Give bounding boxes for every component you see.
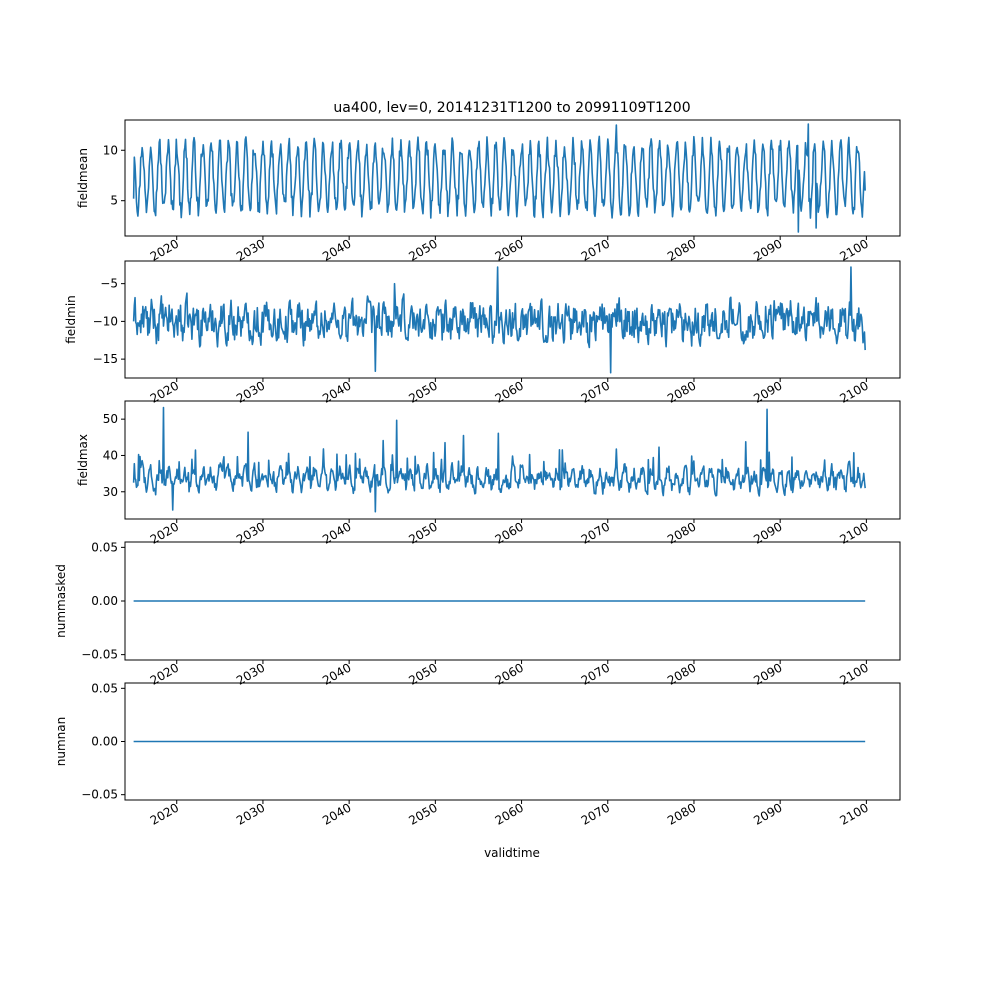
- x-tick-label-numnan: 2090: [751, 800, 784, 827]
- subplot-fieldmean: 5 10 2020 2030 2040 2050 2060 2070 2080 2090 2100 f…: [76, 119, 901, 264]
- y-tick-label-fieldmax: 50: [103, 412, 118, 426]
- x-tick-label-fieldmax: 2070: [579, 519, 612, 546]
- x-tick-label-nummasked: 2050: [406, 660, 439, 687]
- x-tick-label-fieldmax: 2040: [320, 519, 353, 546]
- x-tick-label-numnan: 2040: [320, 800, 353, 827]
- y-tick-label-nummasked: −0.05: [81, 648, 118, 662]
- y-axis-label-numnan: numnan: [54, 717, 68, 766]
- x-tick-label-fieldmax: 2060: [493, 519, 526, 546]
- x-tick-label-numnan: 2080: [665, 800, 698, 827]
- subplot-fieldmin: −15 −10 −5 2020 2030 2040 2050 2060 2070 2080 2090…: [64, 260, 901, 406]
- x-tick-label-nummasked: 2070: [579, 660, 612, 687]
- x-tick-label-fieldmin: 2060: [493, 378, 526, 405]
- x-tick-label-fieldmin: 2100: [837, 378, 870, 405]
- y-tick-label-fieldmin: −5: [100, 277, 118, 291]
- x-tick-label-numnan: 2070: [579, 800, 612, 827]
- x-tick-label-fieldmin: 2020: [148, 378, 181, 405]
- y-axis-label-nummasked: nummasked: [54, 564, 68, 638]
- x-tick-label-nummasked: 2040: [320, 660, 353, 687]
- x-tick-label-nummasked: 2100: [837, 660, 870, 687]
- x-tick-label-nummasked: 2030: [234, 660, 267, 687]
- x-tick-label-fieldmax: 2030: [234, 519, 267, 546]
- x-tick-label-fieldmin: 2030: [234, 378, 267, 405]
- x-tick-label-nummasked: 2020: [148, 660, 181, 687]
- y-tick-label-numnan: 0.00: [91, 735, 118, 749]
- x-tick-label-fieldmean: 2100: [837, 236, 870, 263]
- subplot-fieldmax: 30 40 50 2020 2030 2040 2050 2060 2070 2080 2090 21…: [76, 400, 901, 547]
- x-tick-label-fieldmin: 2090: [751, 378, 784, 405]
- axes-frame-fieldmean: [124, 119, 901, 237]
- x-tick-label-fieldmin: 2080: [665, 378, 698, 405]
- x-tick-label-fieldmax: 2100: [837, 519, 870, 546]
- x-tick-label-fieldmax: 2020: [148, 519, 181, 546]
- x-tick-label-fieldmean: 2090: [751, 236, 784, 263]
- x-tick-label-fieldmean: 2020: [148, 236, 181, 263]
- y-tick-label-fieldmax: 40: [103, 448, 118, 462]
- y-tick-label-fieldmax: 30: [103, 485, 118, 499]
- y-tick-label-numnan: −0.05: [81, 788, 118, 802]
- axes-frame-fieldmin: [124, 260, 901, 379]
- x-tick-label-fieldmean: 2030: [234, 236, 267, 263]
- x-axis-label: validtime: [484, 846, 540, 860]
- x-tick-label-numnan: 2060: [493, 800, 526, 827]
- subplot-nummasked: −0.05 0.00 0.05 2020 2030 2040 2050 2060 2070 208…: [54, 540, 901, 688]
- x-tick-label-nummasked: 2080: [665, 660, 698, 687]
- x-tick-label-fieldmean: 2070: [579, 236, 612, 263]
- x-tick-label-fieldmean: 2040: [320, 236, 353, 263]
- axes-frame-fieldmax: [124, 400, 901, 520]
- x-tick-label-fieldmax: 2050: [406, 519, 439, 546]
- x-tick-label-nummasked: 2060: [493, 660, 526, 687]
- x-tick-label-fieldmin: 2070: [579, 378, 612, 405]
- x-tick-label-numnan: 2100: [837, 800, 870, 827]
- x-tick-label-numnan: 2030: [234, 800, 267, 827]
- x-tick-label-fieldmean: 2080: [665, 236, 698, 263]
- y-tick-label-nummasked: 0.00: [91, 594, 118, 608]
- x-tick-label-fieldmean: 2060: [493, 236, 526, 263]
- x-tick-label-fieldmin: 2040: [320, 378, 353, 405]
- y-tick-label-fieldmean: 10: [103, 143, 118, 157]
- series-line-fieldmin: [132, 266, 866, 374]
- figure-title: ua400, lev=0, 20141231T1200 to 20991109T…: [333, 100, 690, 116]
- x-tick-label-fieldmin: 2050: [406, 378, 439, 405]
- x-tick-label-fieldmean: 2050: [406, 236, 439, 263]
- x-tick-label-fieldmax: 2090: [751, 519, 784, 546]
- x-tick-label-nummasked: 2090: [751, 660, 784, 687]
- y-tick-label-fieldmean: 5: [110, 194, 118, 208]
- x-tick-label-numnan: 2050: [406, 800, 439, 827]
- subplot-stack: 5 10 2020 2030 2040 2050 2060 2070 2080 2090 2100 f…: [54, 119, 901, 828]
- y-tick-label-fieldmin: −10: [93, 314, 118, 328]
- series-line-fieldmax: [132, 406, 866, 513]
- y-axis-label-fieldmin: fieldmin: [64, 295, 78, 344]
- y-axis-label-fieldmax: fieldmax: [76, 434, 90, 486]
- y-tick-label-nummasked: 0.05: [91, 540, 118, 554]
- x-tick-label-numnan: 2020: [148, 800, 181, 827]
- y-tick-label-numnan: 0.05: [91, 681, 118, 695]
- y-axis-label-fieldmean: fieldmean: [76, 148, 90, 208]
- series-line-fieldmean: [132, 123, 866, 233]
- x-tick-label-fieldmax: 2080: [665, 519, 698, 546]
- y-tick-label-fieldmin: −15: [93, 352, 118, 366]
- subplot-numnan: −0.05 0.00 0.05 2020 2030 2040 2050 2060 2070 208…: [54, 681, 901, 828]
